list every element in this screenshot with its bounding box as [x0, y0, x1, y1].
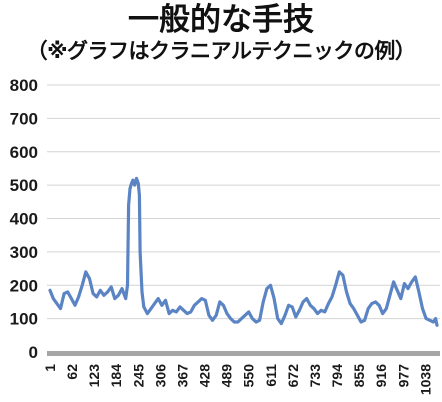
x-tick-label: 184	[108, 364, 124, 388]
chart-title: 一般的な手技	[128, 2, 314, 38]
x-tick-label: 794	[329, 364, 345, 388]
x-tick-label: 367	[174, 364, 190, 388]
x-tick-label: 1038	[417, 364, 433, 395]
x-tick-label: 428	[197, 364, 213, 388]
x-tick-label: 62	[64, 364, 80, 380]
x-tick-label: 855	[351, 364, 367, 388]
x-tick-label: 550	[241, 364, 257, 388]
y-tick-label: 200	[10, 276, 38, 295]
x-tick-label: 672	[285, 364, 301, 388]
x-axis	[47, 351, 440, 356]
y-tick-label: 600	[10, 143, 38, 162]
y-tick-label: 500	[10, 176, 38, 195]
y-tick-label: 800	[10, 76, 38, 95]
y-tick-label: 0	[29, 343, 38, 362]
chart-subtitle: （※グラフはクラニアルテクニックの例）	[26, 39, 416, 63]
series-line-0	[48, 176, 439, 327]
y-tick-label: 400	[10, 210, 38, 229]
x-tick-label: 611	[263, 364, 279, 387]
y-tick-label: 700	[10, 109, 38, 128]
x-tick-label: 1	[42, 364, 58, 372]
x-tick-label: 733	[307, 364, 323, 388]
y-tick-label: 300	[10, 243, 38, 262]
x-tick-label: 245	[130, 364, 146, 388]
x-tick-label: 123	[86, 364, 102, 388]
x-tick-label: 977	[395, 364, 411, 388]
x-tick-label: 306	[152, 364, 168, 388]
x-tick-label: 489	[219, 364, 235, 388]
x-tick-label: 916	[373, 364, 389, 388]
y-tick-label: 100	[10, 310, 38, 329]
